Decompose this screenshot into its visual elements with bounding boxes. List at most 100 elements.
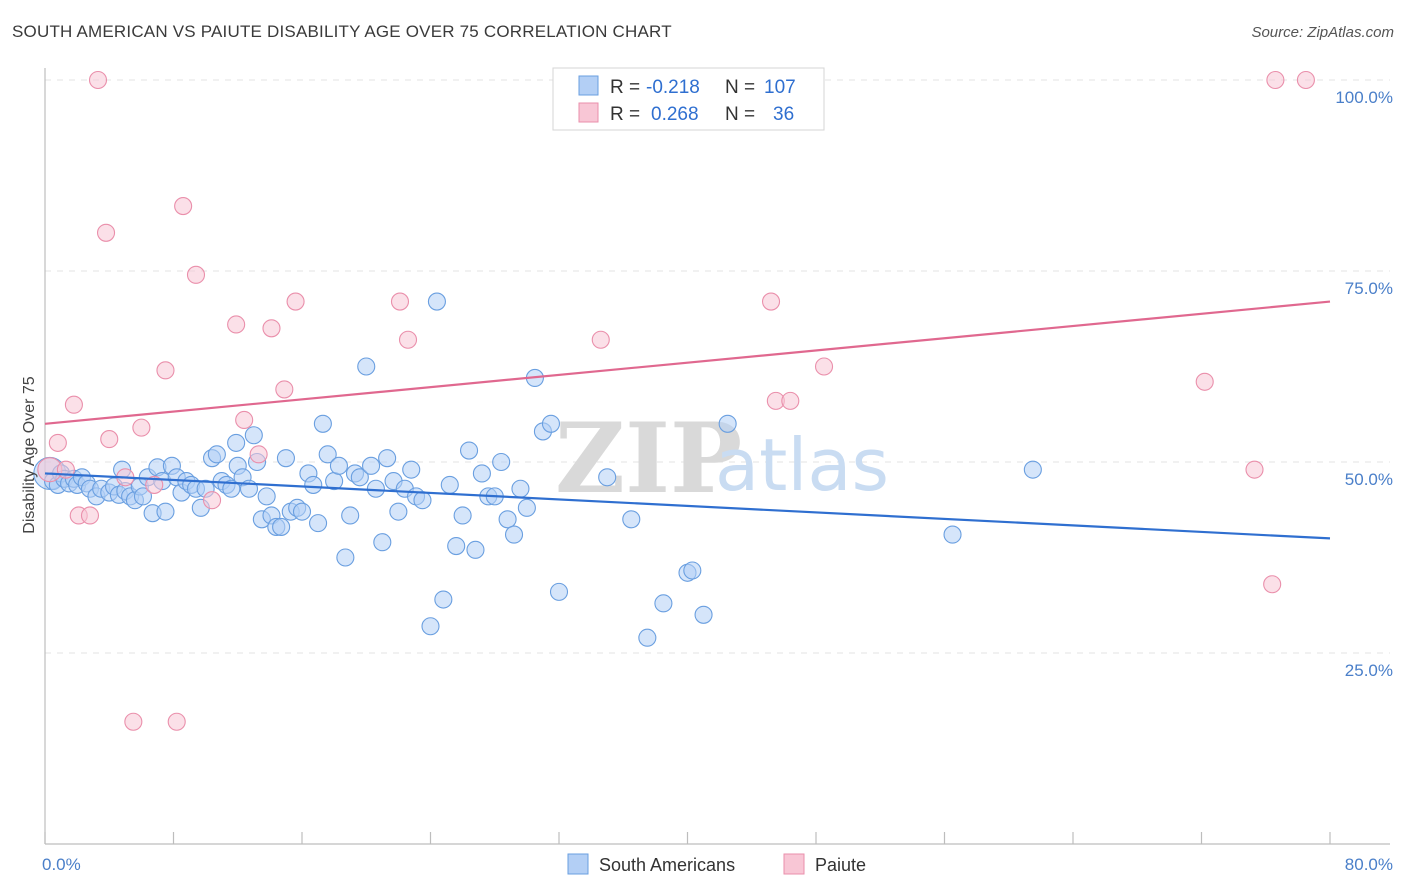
point-paiute-13 bbox=[156, 361, 175, 380]
point-south-americans-61 bbox=[329, 456, 348, 475]
point-south-americans-88 bbox=[492, 452, 511, 472]
point-paiute-8 bbox=[100, 430, 119, 449]
point-paiute-3 bbox=[64, 395, 83, 414]
point-south-americans-100 bbox=[654, 594, 673, 613]
point-paiute-5 bbox=[80, 506, 100, 525]
y-tick-label-1: 50.0% bbox=[1345, 470, 1393, 489]
point-south-americans-106 bbox=[943, 525, 962, 544]
point-south-americans-95 bbox=[541, 414, 561, 433]
series-paiute bbox=[37, 70, 1315, 731]
legend-n-value-pink: 36 bbox=[773, 104, 794, 125]
point-paiute-21 bbox=[262, 319, 281, 338]
point-south-americans-65 bbox=[350, 468, 369, 487]
point-south-americans-62 bbox=[336, 548, 355, 567]
point-south-americans-72 bbox=[389, 502, 408, 521]
point-paiute-16 bbox=[186, 265, 206, 284]
x-tick-label-1: 80.0% bbox=[1345, 855, 1393, 874]
point-south-americans-50 bbox=[272, 517, 291, 536]
point-paiute-33 bbox=[1263, 575, 1282, 594]
point-south-americans-77 bbox=[421, 617, 440, 636]
point-paiute-34 bbox=[1266, 70, 1285, 90]
point-paiute-24 bbox=[390, 292, 410, 311]
point-south-americans-44 bbox=[244, 426, 263, 445]
trend-line-paiute bbox=[44, 300, 1331, 425]
point-south-americans-39 bbox=[222, 479, 241, 498]
point-south-americans-63 bbox=[341, 506, 360, 525]
y-tick-label-2: 75.0% bbox=[1345, 279, 1393, 298]
y-tick-label-3: 100.0% bbox=[1335, 88, 1393, 107]
watermark-zip: ZIP bbox=[555, 402, 742, 515]
point-paiute-6 bbox=[88, 70, 108, 90]
point-south-americans-74 bbox=[402, 460, 421, 479]
y-axis-title: Disability Age Over 75 bbox=[21, 376, 38, 534]
point-south-americans-21 bbox=[133, 487, 153, 506]
point-south-americans-57 bbox=[309, 514, 328, 533]
top-legend: R = -0.218 N = 107 R = 0.268 N = 36 bbox=[552, 67, 825, 131]
point-south-americans-81 bbox=[447, 536, 466, 556]
point-paiute-1 bbox=[48, 433, 67, 452]
point-paiute-12 bbox=[145, 475, 164, 494]
bottom-legend-swatch-blue bbox=[567, 853, 589, 875]
point-south-americans-40 bbox=[227, 433, 246, 452]
point-paiute-7 bbox=[96, 223, 116, 242]
point-south-americans-83 bbox=[459, 441, 479, 460]
point-paiute-15 bbox=[174, 197, 193, 216]
point-south-americans-90 bbox=[504, 525, 524, 544]
point-south-americans-80 bbox=[440, 475, 459, 494]
point-south-americans-92 bbox=[517, 498, 536, 517]
legend-n-label-pink: N = bbox=[725, 104, 755, 125]
point-south-americans-59 bbox=[318, 445, 337, 464]
legend-r-value-blue: -0.218 bbox=[646, 77, 700, 98]
legend-r-label-blue: R = bbox=[610, 77, 640, 98]
point-south-americans-51 bbox=[276, 449, 295, 468]
point-paiute-30 bbox=[814, 357, 834, 376]
legend-swatch-blue bbox=[578, 75, 599, 96]
y-tick-labels: 25.0% 50.0% 75.0% 100.0% bbox=[1335, 88, 1393, 680]
point-paiute-35 bbox=[1296, 70, 1315, 90]
point-south-americans-47 bbox=[257, 487, 276, 506]
legend-r-value-pink: 0.268 bbox=[651, 104, 699, 125]
watermark-atlas: atlas bbox=[715, 423, 889, 507]
point-paiute-26 bbox=[591, 330, 610, 349]
point-south-americans-67 bbox=[362, 456, 381, 475]
point-paiute-32 bbox=[1245, 460, 1264, 479]
x-tick-label-0: 0.0% bbox=[42, 855, 81, 874]
point-south-americans-99 bbox=[638, 628, 657, 647]
point-south-americans-102 bbox=[683, 561, 702, 580]
point-south-americans-68 bbox=[366, 479, 385, 498]
point-south-americans-82 bbox=[453, 506, 472, 525]
y-tick-label-0: 25.0% bbox=[1345, 661, 1393, 680]
watermark: ZIP atlas bbox=[555, 402, 889, 515]
point-paiute-22 bbox=[275, 380, 294, 399]
bottom-legend-label-south-americans: South Americans bbox=[599, 855, 735, 875]
trend-lines bbox=[44, 300, 1331, 540]
gridlines bbox=[45, 79, 1390, 654]
trend-line-south-americans bbox=[44, 472, 1331, 540]
point-south-americans-91 bbox=[511, 479, 530, 498]
point-south-americans-70 bbox=[378, 449, 397, 468]
point-paiute-25 bbox=[398, 330, 418, 349]
point-south-americans-76 bbox=[413, 491, 432, 510]
point-south-americans-103 bbox=[694, 605, 713, 624]
legend-r-label-pink: R = bbox=[610, 104, 640, 125]
point-paiute-23 bbox=[286, 292, 305, 311]
point-paiute-31 bbox=[1195, 372, 1214, 391]
point-paiute-20 bbox=[249, 445, 268, 464]
series-south-americans bbox=[33, 292, 1042, 647]
point-south-americans-66 bbox=[357, 357, 376, 376]
point-south-americans-85 bbox=[472, 464, 491, 483]
source-label: Source: ZipAtlas.com bbox=[1251, 24, 1394, 41]
legend-n-label-blue: N = bbox=[725, 77, 755, 98]
point-paiute-14 bbox=[167, 712, 186, 731]
point-south-americans-84 bbox=[466, 540, 485, 559]
point-south-americans-69 bbox=[373, 533, 392, 552]
point-paiute-17 bbox=[203, 491, 222, 510]
chart-title: SOUTH AMERICAN VS PAIUTE DISABILITY AGE … bbox=[12, 22, 672, 41]
point-paiute-10 bbox=[124, 712, 143, 731]
legend-n-value-blue: 107 bbox=[764, 77, 796, 98]
point-south-americans-54 bbox=[292, 502, 312, 521]
point-paiute-27 bbox=[761, 292, 781, 311]
x-tick-labels: 0.0% 80.0% bbox=[42, 855, 1393, 874]
point-south-americans-105 bbox=[1023, 460, 1042, 479]
